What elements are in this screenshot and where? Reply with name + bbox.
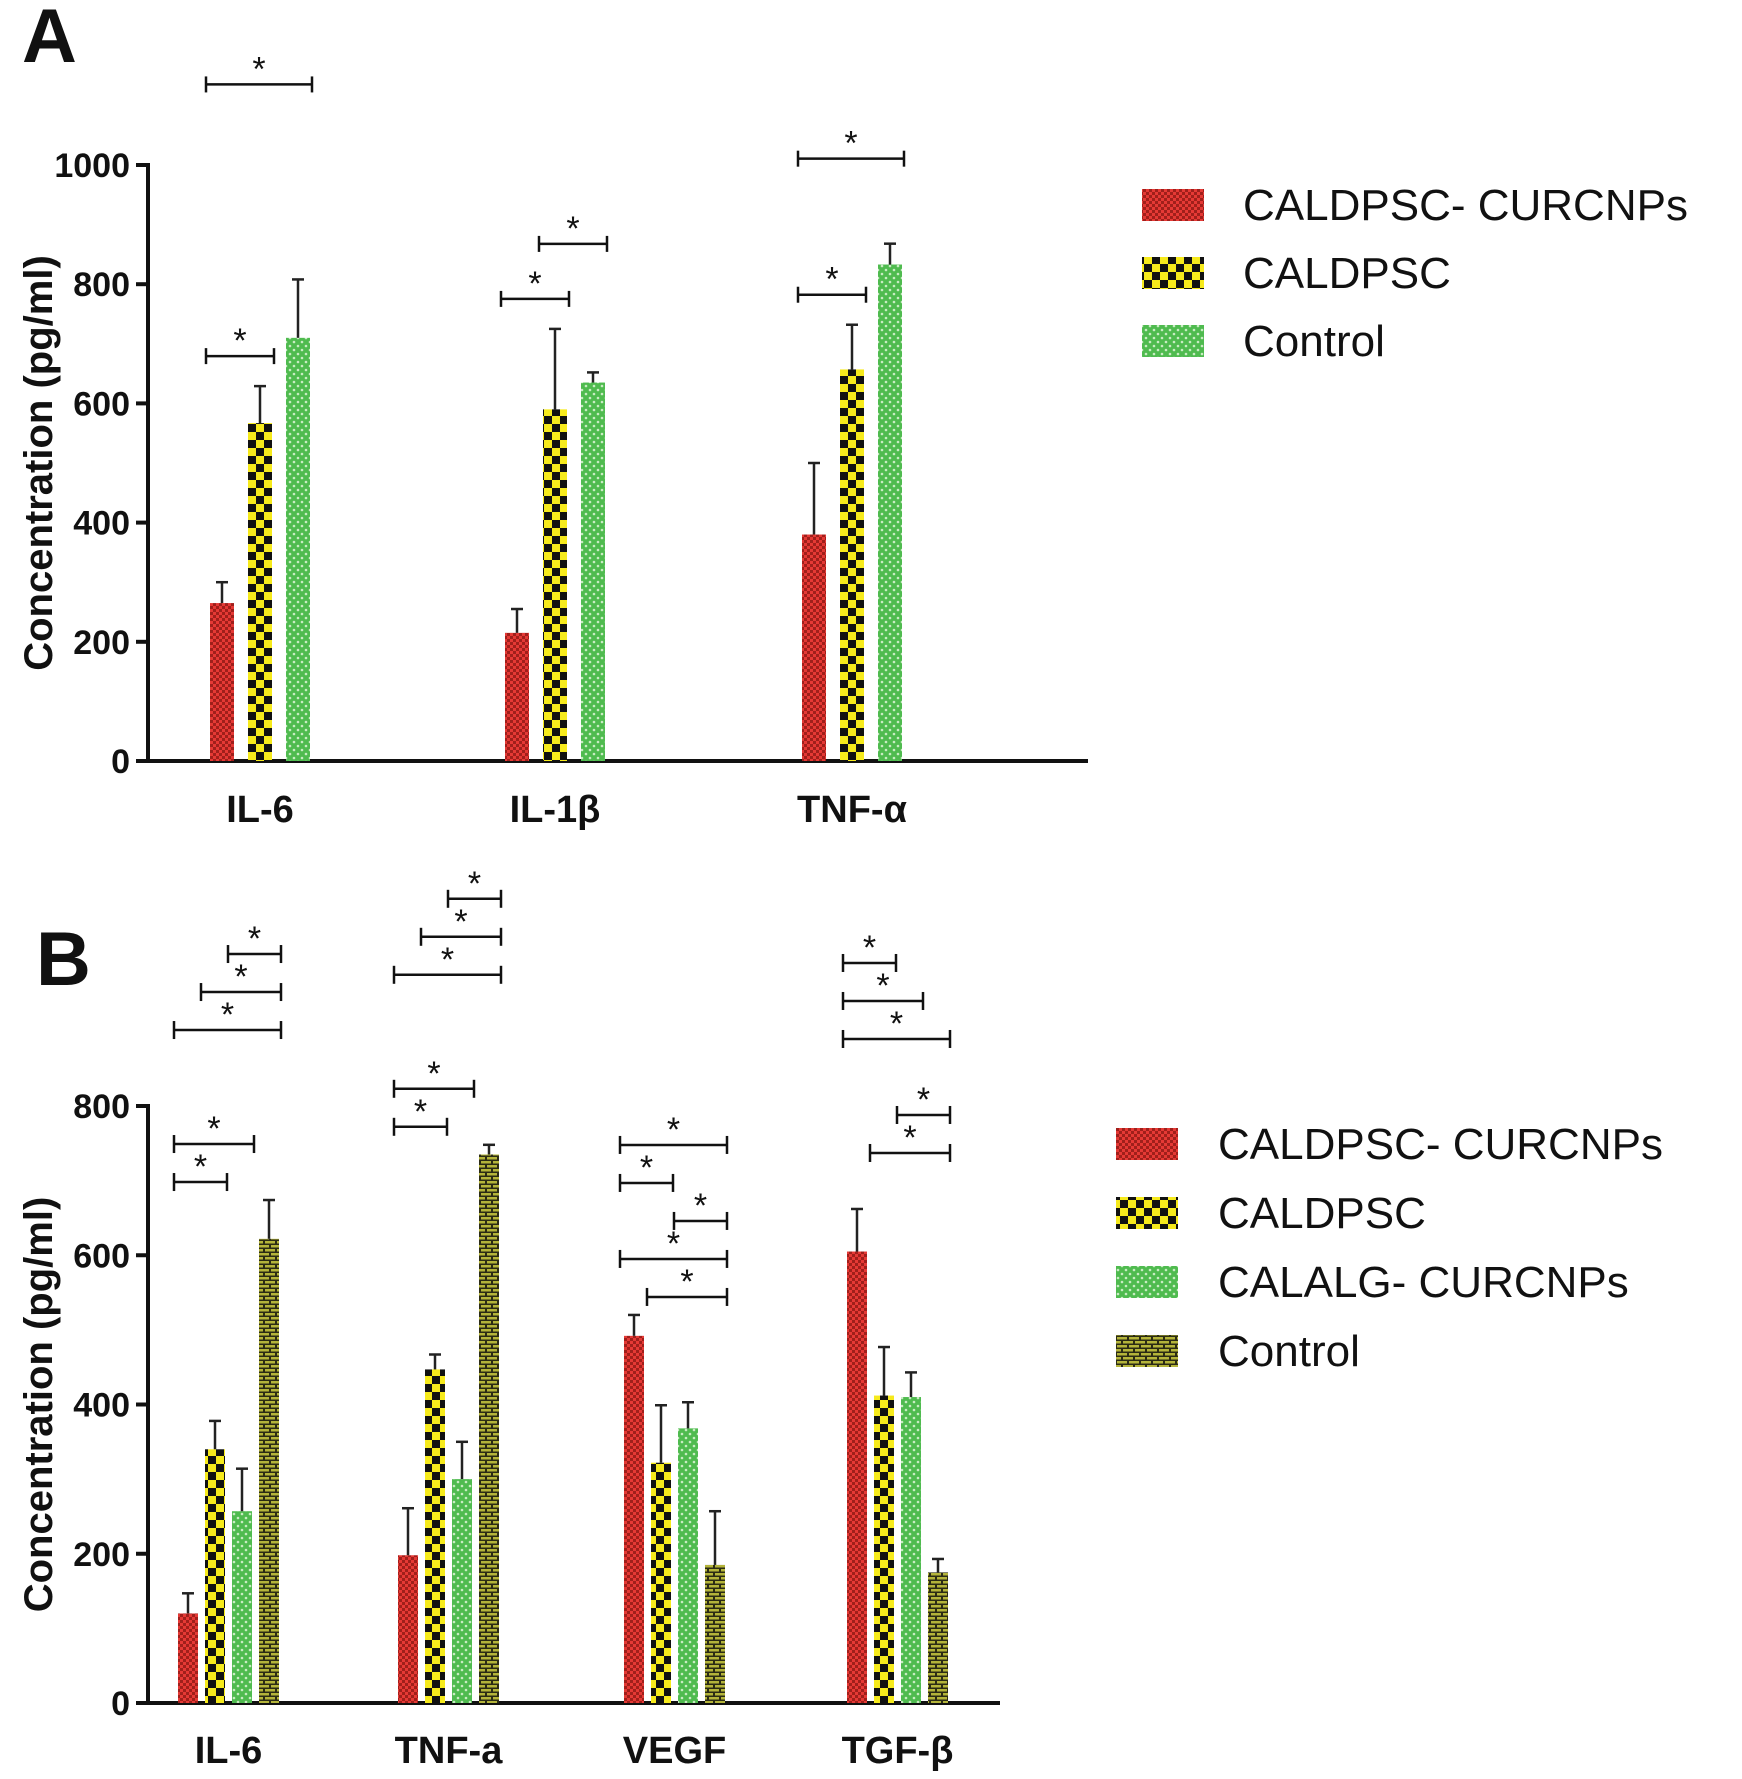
panel-b-bar-yellow <box>651 1462 671 1703</box>
panel-a-significance-star: * <box>528 265 541 303</box>
panel-b-significance-star: * <box>441 941 454 979</box>
panel-b-legend-label: CALALG- CURCNPs <box>1218 1258 1629 1307</box>
panel-a-legend-swatch-yellow <box>1142 257 1204 289</box>
panel-b-significance-star: * <box>876 967 889 1005</box>
panel-b-bar-red <box>847 1251 867 1703</box>
panel-b-bar-olive <box>928 1572 948 1703</box>
panel-a-category-label: IL-6 <box>226 789 294 831</box>
panel-b-significance-star: * <box>917 1081 930 1119</box>
panel-b-legend-swatch-red <box>1116 1128 1178 1160</box>
panel-b-y-axis-title: Concentration (pg/ml) <box>17 1197 61 1613</box>
panel-b-significance-star: * <box>427 1055 440 1093</box>
panel-a-legend-swatch-green <box>1142 325 1204 357</box>
panel-b-legend-label: CALDPSC- CURCNPs <box>1218 1120 1663 1169</box>
panel-a-y-tick-label: 0 <box>111 743 130 781</box>
panel-a-panel-letter: A <box>22 0 77 79</box>
panel-b-significance-star: * <box>863 929 876 967</box>
panel-a-y-tick-label: 200 <box>73 624 130 662</box>
panel-b-significance-star: * <box>694 1187 707 1225</box>
panel-b-category-label: VEGF <box>623 1730 726 1772</box>
panel-a-significance-star: * <box>844 125 857 163</box>
panel-b-bar-olive <box>705 1564 725 1703</box>
panel-b-y-tick-label: 400 <box>73 1387 130 1425</box>
panel-b-significance-star: * <box>454 903 467 941</box>
panel-b-significance-star: * <box>414 1093 427 1131</box>
panel-a-significance-star: * <box>252 50 265 88</box>
panel-b-category-label: IL-6 <box>195 1730 263 1772</box>
panel-b-bar-red <box>178 1613 198 1703</box>
panel-b-panel-letter: B <box>36 917 91 1002</box>
panel-b-legend-label: Control <box>1218 1327 1360 1376</box>
panel-a: A 0 200 400 600 800 1000 Concentration (pg/ml) I… <box>17 0 1688 831</box>
panel-a-legend-label: CALDPSC- CURCNPs <box>1243 181 1688 230</box>
panel-a-legend-label: Control <box>1243 317 1385 366</box>
panel-b-significance-star: * <box>221 996 234 1034</box>
panel-b-bar-green <box>452 1479 472 1703</box>
panel-a-category-label: TNF-α <box>797 789 907 831</box>
panel-b-significance-star: * <box>903 1119 916 1157</box>
panel-b-legend-swatch-green <box>1116 1266 1178 1298</box>
panel-a-bar-red <box>210 603 234 761</box>
panel-b-significance-star: * <box>680 1263 693 1301</box>
panel-a-significance-star: * <box>233 322 246 360</box>
panel-b-legend-label: CALDPSC <box>1218 1189 1426 1238</box>
panel-b-significance-star: * <box>890 1005 903 1043</box>
panel-b-y-tick-label: 800 <box>73 1088 130 1126</box>
panel-b-bar-yellow <box>874 1395 894 1703</box>
panel-b-y-tick-label: 0 <box>111 1685 130 1723</box>
panel-b-significance-star: * <box>640 1149 653 1187</box>
panel-a-y-tick-label: 600 <box>73 385 130 423</box>
panel-a-legend-label: CALDPSC <box>1243 249 1451 298</box>
panel-a-bar-green <box>878 264 902 761</box>
panel-b-bar-red <box>624 1335 644 1703</box>
panel-b-bar-green <box>232 1511 252 1703</box>
panel-a-bar-red <box>505 632 529 761</box>
panel-b: B 0 200 400 600 800 Concentration (pg/ml) IL-6 T… <box>17 865 1663 1772</box>
panel-b-bar-yellow <box>205 1449 225 1703</box>
panel-b-significance-star: * <box>234 958 247 996</box>
panel-b-significance-star: * <box>207 1110 220 1148</box>
panel-b-bar-olive <box>479 1154 499 1703</box>
panel-b-significance-star: * <box>667 1111 680 1149</box>
panel-b-y-tick-label: 200 <box>73 1536 130 1574</box>
panel-b-legend-swatch-yellow <box>1116 1197 1178 1229</box>
panel-a-y-tick-label: 1000 <box>54 147 130 185</box>
panel-a-significance-star: * <box>566 210 579 248</box>
panel-a-bar-green <box>581 382 605 761</box>
panel-b-category-label: TNF-a <box>395 1730 504 1772</box>
panel-b-significance-star: * <box>248 920 261 958</box>
panel-b-bar-red <box>398 1555 418 1703</box>
panel-b-bar-green <box>901 1397 921 1703</box>
panel-a-bar-yellow <box>248 423 272 761</box>
panel-b-significance-star: * <box>667 1225 680 1263</box>
panel-b-legend-swatch-olive <box>1116 1335 1178 1367</box>
panel-b-bar-green <box>678 1428 698 1703</box>
panel-a-bar-yellow <box>543 409 567 761</box>
panel-a-significance-star: * <box>825 261 838 299</box>
panel-a-y-axis-title: Concentration (pg/ml) <box>17 255 61 671</box>
panel-a-y-tick-label: 800 <box>73 266 130 304</box>
panel-a-y-tick-label: 400 <box>73 505 130 543</box>
panel-a-category-label: IL-1β <box>510 789 601 831</box>
panel-b-bar-yellow <box>425 1369 445 1703</box>
panel-b-significance-star: * <box>468 865 481 903</box>
panel-b-significance-star: * <box>194 1148 207 1186</box>
panel-a-bar-yellow <box>840 369 864 761</box>
panel-b-bar-olive <box>259 1238 279 1703</box>
panel-a-legend-swatch-red <box>1142 189 1204 221</box>
panel-a-bar-green <box>286 337 310 761</box>
panel-a-bar-red <box>802 534 826 761</box>
panel-b-category-label: TGF-β <box>842 1730 954 1772</box>
panel-b-y-tick-label: 600 <box>73 1237 130 1275</box>
